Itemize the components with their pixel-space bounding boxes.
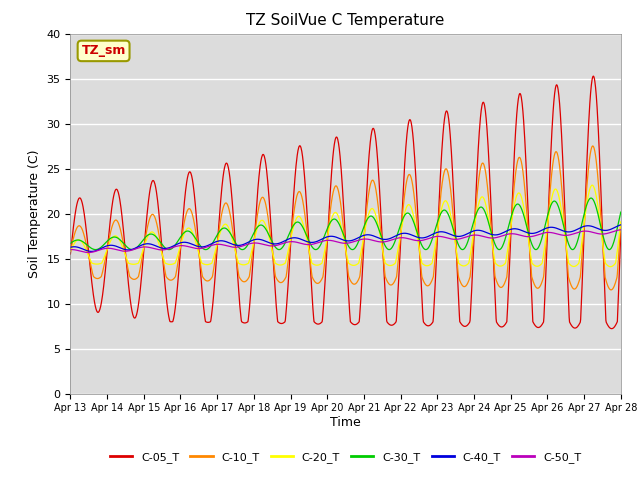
X-axis label: Time: Time (330, 416, 361, 429)
C-40_T (251, 237, 259, 242)
C-50_T (67, 247, 74, 252)
C-50_T (251, 240, 259, 246)
C-40_T (431, 230, 439, 236)
C-20_T (588, 182, 596, 188)
C-50_T (84, 250, 92, 255)
C-20_T (617, 219, 625, 225)
C-30_T (552, 199, 559, 204)
C-05_T (250, 236, 258, 241)
C-30_T (431, 228, 439, 233)
C-30_T (587, 195, 595, 201)
Title: TZ SoilVue C Temperature: TZ SoilVue C Temperature (246, 13, 445, 28)
C-05_T (503, 319, 511, 324)
C-20_T (431, 244, 439, 250)
C-10_T (617, 220, 625, 226)
Line: C-10_T: C-10_T (70, 146, 621, 290)
C-40_T (67, 244, 74, 250)
C-30_T (175, 236, 183, 241)
Line: C-40_T: C-40_T (70, 225, 621, 252)
Line: C-20_T: C-20_T (70, 185, 621, 267)
C-50_T (617, 227, 625, 233)
Legend: C-05_T, C-10_T, C-20_T, C-30_T, C-40_T, C-50_T: C-05_T, C-10_T, C-20_T, C-30_T, C-40_T, … (106, 447, 586, 467)
C-10_T (552, 149, 559, 155)
C-10_T (607, 287, 615, 293)
C-40_T (617, 222, 625, 228)
C-10_T (589, 143, 596, 149)
C-05_T (175, 261, 183, 266)
C-10_T (503, 274, 511, 280)
C-40_T (88, 249, 95, 254)
Line: C-30_T: C-30_T (70, 198, 621, 250)
C-20_T (175, 246, 183, 252)
C-05_T (431, 287, 439, 293)
Line: C-05_T: C-05_T (70, 76, 621, 329)
C-20_T (552, 186, 559, 192)
C-40_T (176, 240, 184, 246)
C-30_T (503, 230, 511, 236)
C-50_T (504, 231, 511, 237)
C-30_T (67, 240, 74, 246)
C-05_T (67, 251, 74, 257)
C-20_T (503, 252, 511, 258)
C-05_T (589, 73, 597, 79)
C-10_T (67, 249, 74, 254)
C-30_T (617, 209, 625, 215)
C-30_T (569, 247, 577, 252)
C-40_T (504, 228, 511, 234)
C-50_T (431, 234, 439, 240)
C-10_T (175, 250, 183, 256)
C-20_T (607, 264, 614, 270)
C-05_T (189, 179, 196, 185)
Line: C-50_T: C-50_T (70, 230, 621, 252)
C-20_T (250, 237, 258, 242)
Text: TZ_sm: TZ_sm (81, 44, 126, 58)
C-40_T (552, 225, 559, 231)
C-30_T (250, 229, 258, 235)
C-40_T (189, 242, 197, 248)
C-10_T (189, 213, 196, 219)
C-05_T (608, 326, 616, 332)
C-50_T (189, 245, 197, 251)
C-50_T (552, 231, 559, 237)
C-10_T (250, 235, 258, 240)
C-50_T (176, 243, 184, 249)
C-20_T (189, 230, 196, 236)
Y-axis label: Soil Temperature (C): Soil Temperature (C) (28, 149, 41, 278)
C-05_T (552, 85, 559, 91)
C-20_T (67, 249, 74, 254)
C-30_T (189, 231, 196, 237)
C-10_T (431, 258, 439, 264)
C-05_T (617, 228, 625, 234)
